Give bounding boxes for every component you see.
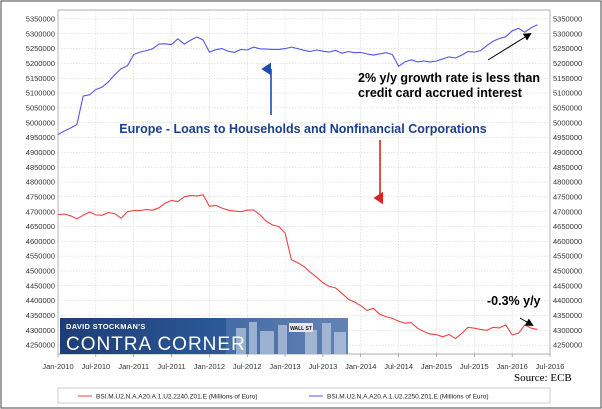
y-tick-label-left: 4550000 [26,252,55,261]
y-tick-label-left: 4700000 [26,207,55,216]
y-tick-label-right: 4650000 [553,222,582,231]
y-tick-label-left: 5300000 [26,29,55,38]
y-tick-label-left: 5150000 [26,74,55,83]
annotation-growth-line1: 2% y/y growth rate is less than [358,71,540,85]
x-tick-label: Jul-2016 [536,362,565,371]
y-tick-label-left: 4950000 [26,133,55,142]
y-tick-label-right: 4850000 [553,163,582,172]
series-group [57,24,538,340]
wall-st-sign [289,323,313,332]
contra-corner-logo: WALL ST DAVID STOCKMAN'S CONTRA CORNER [60,318,348,355]
y-tick-label-left: 4650000 [26,222,55,231]
x-tick-label: Jan-2015 [421,362,452,371]
y-tick-label-left: 4800000 [26,178,55,187]
x-tick-label: Jul-2013 [309,362,338,371]
y-tick-label-right: 4450000 [553,281,582,290]
x-tick-label: Jul-2010 [81,362,110,371]
y-tick-label-left: 5250000 [26,44,55,53]
source-label: Source: ECB [514,372,572,384]
y-tick-label-right: 5250000 [553,44,582,53]
y-tick-label-left: 4500000 [26,267,55,276]
y-tick-label-left: 4300000 [26,326,55,335]
y-tick-label-right: 4400000 [553,296,582,305]
legend-label-blue: BSI.M.U2.N.A.A20.A.1.U2.2250.Z01.E (Mill… [327,394,488,401]
x-tick-label: Jan-2010 [42,362,73,371]
y-tick-label-right: 4800000 [553,178,582,187]
x-tick-label: Jul-2014 [384,362,413,371]
y-tick-label-left: 5350000 [26,14,55,23]
logo-buildings-icon [236,322,346,354]
y-tick-label-left: 4850000 [26,163,55,172]
y-tick-label-right: 5150000 [553,74,582,83]
black-arrow-growth [487,32,532,61]
y-tick-label-left: 4750000 [26,192,55,201]
y-tick-label-right: 5350000 [553,14,582,23]
y-tick-label-right: 4500000 [553,267,582,276]
x-axis: Jan-2010 Jul-2010 Jan-2011 Jul-2011 Jan-2012… [42,354,564,371]
y-tick-label-left: 4600000 [26,237,55,246]
y-tick-label-left: 5050000 [26,103,55,112]
chart-title: Europe - Loans to Households and Nonfina… [119,122,486,136]
y-axis-left: 4250000 4300000 4350000 4400000 4450000 45000… [26,14,55,349]
x-tick-label: Jan-2013 [269,362,300,371]
x-tick-label: Jul-2012 [233,362,262,371]
wall-st-sign-text: WALL ST [290,326,312,332]
y-tick-label-left: 4900000 [26,148,55,157]
logo-line2: CONTRA CORNER [66,334,246,355]
y-tick-label-right: 4550000 [553,252,582,261]
y-tick-label-right: 5000000 [553,118,582,127]
y-tick-label-right: 4300000 [553,326,582,335]
y-tick-label-left: 4250000 [26,341,55,350]
legend: BSI.M.U2.N.A.A20.A.1.U2.2240.Z01.E (Mill… [57,387,551,404]
y-tick-label-right: 5300000 [553,29,582,38]
y-tick-label-left: 4350000 [26,311,55,320]
y-tick-label-right: 4900000 [553,148,582,157]
x-tick-label: Jul-2011 [157,362,185,371]
y-tick-label-right: 4950000 [553,133,582,142]
annotation-growth-line2: credit card accrued interest [358,86,523,100]
y-tick-label-right: 4600000 [553,237,582,246]
y-tick-label-right: 4250000 [553,341,582,350]
x-tick-label: Jan-2011 [118,362,149,371]
y-axis-right: 4250000 4300000 4350000 4400000 4450000 45000… [553,14,582,349]
y-tick-label-left: 5100000 [26,89,55,98]
x-tick-label: Jul-2015 [460,362,489,371]
black-arrow-decline [519,317,534,327]
y-tick-label-right: 5050000 [553,103,582,112]
y-tick-label-right: 5200000 [553,59,582,68]
annotation-decline: -0.3% y/y [487,294,541,308]
y-tick-label-left: 4400000 [26,296,55,305]
y-tick-label-left: 5200000 [26,59,55,68]
series-line-0 [57,194,538,340]
y-tick-label-right: 4750000 [553,192,582,201]
y-tick-label-right: 5100000 [553,89,582,98]
x-tick-label: Jan-2012 [194,362,225,371]
y-tick-label-right: 4700000 [553,207,582,216]
y-tick-label-right: 4350000 [553,311,582,320]
gridlines [57,10,551,354]
legend-label-red: BSI.M.U2.N.A.A20.A.1.U2.2240.Z01.E (Mill… [96,394,257,401]
logo-line1: DAVID STOCKMAN'S [66,322,146,331]
series-line-1 [57,24,538,136]
x-tick-label: Jan-2014 [345,362,376,371]
x-tick-label: Jan-2016 [497,362,528,371]
y-tick-label-left: 4450000 [26,281,55,290]
y-tick-label-left: 5000000 [26,118,55,127]
